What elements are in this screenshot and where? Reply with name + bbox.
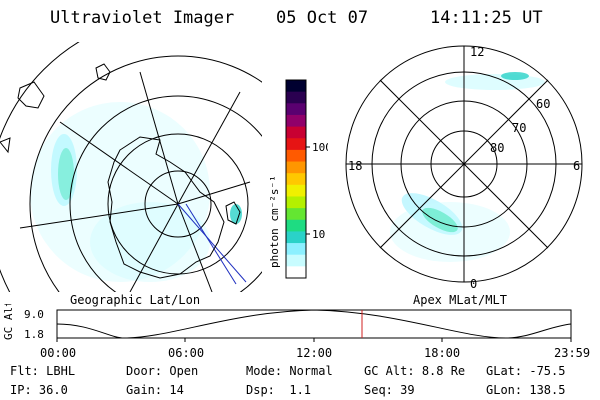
colorbar-cell <box>286 138 306 151</box>
colorbar-cell <box>286 219 306 232</box>
gcalt-info: GC Alt: 8.8 Re <box>364 364 466 378</box>
right-panel-label: Apex MLat/MLT <box>413 293 507 307</box>
time-label: 14:11:25 UT <box>430 8 543 28</box>
seq-info: Seq: 39 <box>364 383 415 397</box>
mode-info: Mode: Normal <box>246 364 333 378</box>
colorbar-cell <box>286 173 306 186</box>
mode-value: Normal <box>289 364 333 378</box>
date-label: 05 Oct 07 <box>276 8 369 28</box>
door-value: Open <box>169 364 199 378</box>
timeline-tick-0600: 06:00 <box>168 346 204 360</box>
colorbar-cell <box>286 80 306 93</box>
mlt-grid <box>346 46 582 282</box>
timeline-tick-1200: 12:00 <box>296 346 332 360</box>
colorbar-cell <box>286 184 306 197</box>
timeline-frame <box>56 309 572 339</box>
gain-value: 14 <box>169 383 184 397</box>
gcalt-value: 8.8 Re <box>421 364 466 378</box>
dsp-value: 1.1 <box>289 383 312 397</box>
colorbar-cell <box>286 254 306 267</box>
colorbar-cell <box>286 196 306 209</box>
gain-info: Gain: 14 <box>126 383 184 397</box>
mlt-label-6: 6 <box>573 159 580 173</box>
geographic-map <box>0 42 262 292</box>
filter-value: LBHL <box>46 364 76 378</box>
timeline-tick-1800: 18:00 <box>424 346 460 360</box>
colorbar-cell <box>286 161 306 174</box>
colorbar-tick-10: 10 <box>312 228 325 241</box>
colorbar-cell <box>286 266 306 279</box>
coastlines <box>0 63 241 279</box>
colorbar-unit-label: photon cm⁻²s⁻¹ <box>268 175 281 268</box>
glon-info: GLon: 138.5 <box>486 383 566 397</box>
colorbar: 100 10 photon cm⁻²s⁻¹ <box>268 79 328 279</box>
dsp-info: Dsp: 1.1 <box>246 383 312 397</box>
timeline-axis-label: GC Alt <box>2 304 15 340</box>
mlt-label-18: 18 <box>348 159 362 173</box>
colorbar-cell <box>286 91 306 104</box>
mlat-label-70: 70 <box>512 121 526 135</box>
timeline-tick-0000: 00:00 <box>40 346 76 360</box>
colorbar-cell <box>286 231 306 244</box>
ip-info: IP: 36.0 <box>10 383 68 397</box>
longitude-grid <box>19 71 251 292</box>
mlat-label-80: 80 <box>490 141 504 155</box>
colorbar-cell <box>286 149 306 163</box>
timeline-y-top: 9.0 <box>24 308 44 321</box>
mlt-label-12: 12 <box>470 45 484 59</box>
mlt-label-0: 0 <box>470 277 477 291</box>
filter-info: Flt: LBHL <box>10 364 76 378</box>
door-info: Door: Open <box>126 364 199 378</box>
colorbar-cell <box>286 208 306 221</box>
glon-value: 138.5 <box>529 383 566 397</box>
left-panel-label: Geographic Lat/Lon <box>70 293 201 307</box>
app-title: Ultraviolet Imager <box>50 8 235 28</box>
timeline-ticks <box>56 338 572 342</box>
polar-map: 12 18 6 0 60 70 80 <box>345 45 583 291</box>
orbit-track <box>177 203 247 285</box>
colorbar-cell <box>286 126 306 139</box>
glat-info: GLat: -75.5 <box>486 364 566 378</box>
glat-value: -75.5 <box>529 364 566 378</box>
colorbar-cell <box>286 243 306 256</box>
seq-value: 39 <box>400 383 415 397</box>
colorbar-cell <box>286 114 306 128</box>
colorbar-tick-100: 100 <box>312 141 328 154</box>
ip-value: 36.0 <box>38 383 68 397</box>
altitude-timeline: GC Alt 9.0 1.8 00:00 06:00 12:00 18:00 2… <box>2 304 590 360</box>
timeline-y-bottom: 1.8 <box>24 328 44 341</box>
mlat-label-60: 60 <box>536 97 550 111</box>
colorbar-cell <box>286 103 306 116</box>
timeline-tick-2359: 23:59 <box>554 346 590 360</box>
altitude-curve <box>56 309 572 339</box>
